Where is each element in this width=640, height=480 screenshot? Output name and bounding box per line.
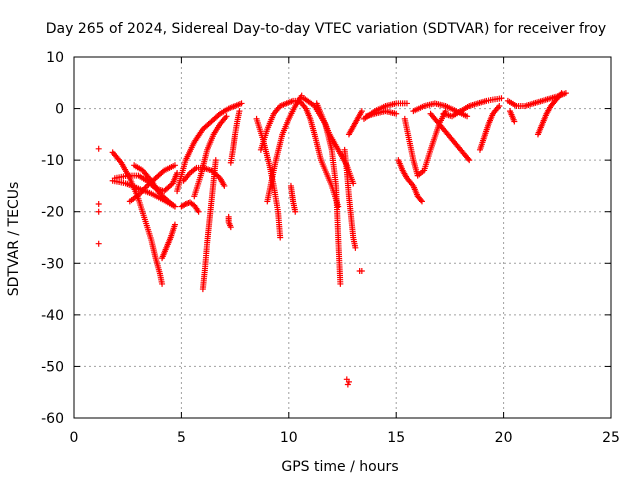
series-cluster-2: [356, 268, 365, 275]
data-point: [352, 244, 359, 251]
data-point: [174, 170, 181, 177]
x-tick-label: 20: [495, 430, 513, 446]
data-point: [292, 208, 299, 215]
data-point: [464, 113, 471, 120]
data-point: [393, 110, 400, 117]
series-arc-l: [225, 213, 234, 231]
data-point: [95, 200, 102, 207]
x-tick-label: 15: [387, 430, 405, 446]
y-tick-label: 0: [55, 102, 64, 118]
series-arc-m: [227, 108, 243, 166]
series-arc-j: [191, 113, 230, 200]
series-arc-v: [360, 100, 410, 122]
series-arc-x: [395, 157, 425, 205]
data-point: [335, 203, 342, 210]
series-arc-af: [534, 90, 565, 138]
data-point: [171, 221, 178, 228]
data-point: [212, 157, 219, 164]
data-point: [171, 162, 178, 169]
data-point: [236, 108, 243, 115]
data-point: [558, 90, 565, 97]
series-arc-e: [131, 162, 178, 210]
axes: [73, 56, 612, 419]
y-axis-label: SDTVAR / TECUs: [6, 182, 22, 297]
data-point: [511, 118, 518, 125]
data-point: [223, 113, 230, 120]
y-tick-label: -10: [41, 153, 64, 169]
series-isolated-early: [95, 145, 102, 247]
data-point: [277, 234, 284, 241]
data-point: [496, 102, 503, 109]
series-arc-y: [401, 108, 449, 179]
series-arc-n: [253, 115, 284, 241]
data-point: [345, 378, 352, 385]
grid: [74, 57, 611, 418]
series-arc-ab: [440, 95, 505, 120]
data-point: [418, 198, 425, 205]
data-point: [238, 100, 245, 107]
series-arc-a: [109, 149, 166, 287]
series-arc-t: [341, 146, 359, 251]
data-point: [337, 280, 344, 287]
y-tick-label: -60: [41, 411, 64, 427]
series-arc-u: [345, 108, 365, 138]
series-arc-w: [363, 108, 400, 120]
plot-frame: [73, 56, 612, 419]
series-arc-ae: [507, 108, 518, 125]
y-tick-label: -30: [41, 256, 64, 272]
data-point: [417, 197, 424, 204]
x-tick-label: 10: [280, 430, 298, 446]
series-arc-aa: [427, 110, 473, 164]
y-tick-label: -20: [41, 205, 64, 221]
data-point: [95, 145, 102, 152]
data-point: [358, 108, 365, 115]
data-point: [195, 208, 202, 215]
series-arc-k: [199, 157, 219, 293]
data-point: [465, 155, 472, 162]
y-tick-label: 10: [46, 50, 64, 66]
series-arc-b: [109, 177, 178, 210]
data-point: [403, 100, 410, 107]
chart-title: Day 265 of 2024, Sidereal Day-to-day VTE…: [46, 21, 606, 37]
series-arc-p: [264, 92, 305, 205]
series-arc-f: [159, 221, 178, 262]
series-arc-q: [287, 182, 299, 215]
data-point: [159, 280, 166, 287]
x-tick-label: 0: [70, 430, 79, 446]
y-tick-label: -40: [41, 308, 64, 324]
x-tick-label: 5: [177, 430, 186, 446]
data-point: [498, 95, 505, 102]
x-axis-label: GPS time / hours: [281, 459, 398, 475]
data-point: [358, 268, 365, 275]
data-point: [171, 203, 178, 210]
data-point: [95, 208, 102, 215]
y-tick-label: -50: [41, 359, 64, 375]
series-arc-i: [180, 164, 228, 189]
data-point: [466, 157, 473, 164]
data-point: [350, 180, 357, 187]
data-points: [95, 90, 569, 388]
series-arc-h: [174, 100, 245, 195]
series-arc-r: [300, 95, 344, 287]
data-point: [221, 182, 228, 189]
data-point: [95, 240, 102, 247]
series-arc-g: [178, 199, 202, 215]
tick-labels: -60 -50 -40 -30 -20 -10 0 10 0 5 10 15 20 25: [41, 50, 620, 446]
series-arc-ac: [476, 102, 503, 153]
x-tick-label: 25: [602, 430, 620, 446]
series-cluster-1: [343, 376, 352, 388]
data-point: [227, 224, 234, 231]
